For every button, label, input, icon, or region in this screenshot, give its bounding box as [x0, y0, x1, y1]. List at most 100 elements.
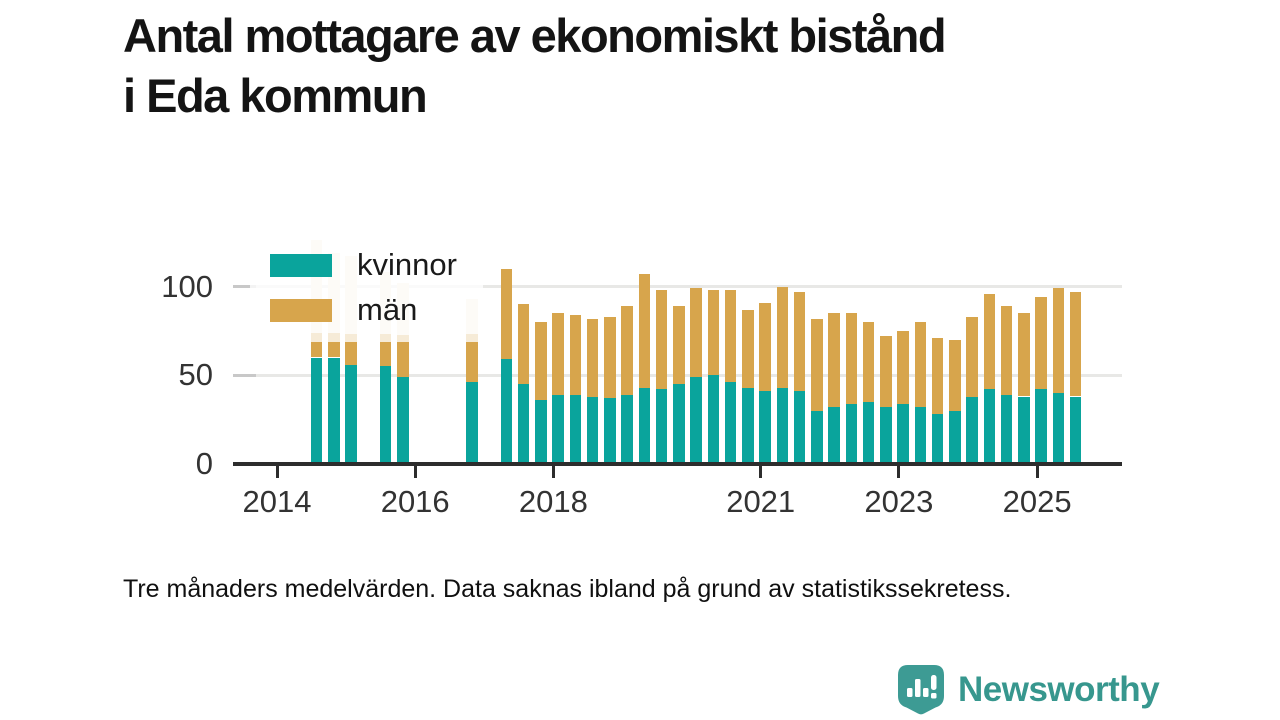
bar-segment-man — [621, 306, 633, 395]
bar-segment-kvinnor — [707, 375, 719, 465]
legend-label-man: män — [357, 292, 418, 327]
x-axis-tick — [897, 465, 901, 478]
bar-segment-kvinnor — [673, 384, 685, 464]
bar-segment-kvinnor — [931, 414, 944, 464]
bar-segment-man — [811, 318, 823, 411]
bar-segment-man — [500, 268, 512, 360]
bar-segment-kvinnor — [328, 357, 340, 464]
bar-segment-man — [1018, 313, 1030, 397]
x-axis-label: 2016 — [380, 484, 450, 519]
bar-segment-man — [673, 306, 685, 385]
bar-segment-kvinnor — [638, 387, 650, 464]
bar-segment-kvinnor — [466, 382, 478, 464]
x-axis-label: 2018 — [518, 484, 588, 519]
y-grid-tick — [233, 373, 256, 377]
bar-segment-man — [862, 322, 875, 402]
x-axis-line — [233, 461, 1122, 466]
bar-segment-kvinnor — [535, 400, 547, 464]
bar-segment-man — [724, 290, 737, 383]
bar-segment-man — [379, 334, 392, 367]
bar-segment-man — [310, 332, 323, 358]
x-axis-tick — [1035, 465, 1039, 478]
bar-segment-man — [1069, 291, 1082, 397]
bar-segment-kvinnor — [604, 398, 616, 464]
bar-segment-man — [690, 288, 702, 378]
legend-swatch-man — [270, 298, 332, 322]
legend: kvinnor män — [250, 236, 483, 342]
bar-segment-kvinnor — [569, 394, 581, 464]
bar-segment-kvinnor — [845, 403, 857, 464]
bar-segment-man — [517, 304, 530, 385]
bar-segment-man — [569, 314, 581, 395]
bar-segment-kvinnor — [1018, 396, 1030, 465]
newsworthy-wordmark: Newsworthy — [958, 670, 1160, 709]
legend-swatch-kvinnor — [270, 253, 332, 277]
bar-segment-man — [638, 274, 650, 388]
bar-segment-man — [742, 309, 754, 388]
bar-segment-man — [655, 290, 668, 390]
y-axis-label: 100 — [161, 268, 213, 304]
bar-segment-man — [552, 313, 564, 395]
bar-segment-kvinnor — [966, 396, 978, 465]
bar-segment-kvinnor — [862, 401, 875, 464]
bar-segment-man — [897, 330, 909, 404]
x-axis-label: 2023 — [864, 484, 934, 519]
newsworthy-logo: Newsworthy — [896, 664, 1160, 716]
bar-segment-kvinnor — [345, 364, 357, 464]
chart-title-line2: i Eda kommun — [123, 69, 428, 122]
bar-segment-kvinnor — [983, 389, 995, 464]
bar-segment-man — [586, 318, 599, 397]
bar-segment-kvinnor — [500, 359, 512, 464]
y-gridline — [256, 285, 1122, 288]
bar-segment-kvinnor — [1052, 393, 1064, 464]
bar-segment-man — [535, 322, 547, 401]
bar-segment-man — [914, 322, 926, 408]
bar-segment-kvinnor — [776, 387, 788, 464]
bar-segment-kvinnor — [897, 403, 909, 464]
bar-segment-kvinnor — [880, 407, 892, 464]
bar-segment-kvinnor — [690, 377, 702, 464]
bar-segment-man — [1000, 306, 1013, 395]
bar-segment-kvinnor — [914, 407, 926, 464]
bar-segment-man — [776, 286, 788, 388]
bar-segment-kvinnor — [1000, 394, 1013, 464]
legend-row-man: män — [270, 292, 457, 328]
bar-segment-man — [880, 336, 892, 408]
bar-segment-kvinnor — [828, 407, 840, 464]
bar-segment-kvinnor — [1035, 389, 1047, 464]
x-axis-label: 2014 — [242, 484, 312, 519]
legend-row-kvinnor: kvinnor — [270, 247, 457, 283]
bar-segment-man — [707, 290, 719, 376]
y-axis-label: 0 — [195, 446, 213, 481]
bar-segment-kvinnor — [949, 410, 961, 465]
y-axis-label: 50 — [178, 357, 213, 393]
bar-segment-man — [328, 332, 340, 358]
x-axis-tick — [275, 465, 279, 478]
bar-segment-man — [949, 339, 961, 411]
x-axis-tick — [759, 465, 763, 478]
bar-segment-man — [966, 316, 978, 397]
bar-segment-kvinnor — [517, 384, 530, 464]
newsworthy-badge-icon — [898, 665, 944, 715]
bar-segment-man — [397, 334, 409, 377]
footnote: Tre månaders medelvärden. Data saknas ib… — [123, 575, 1012, 603]
bar-segment-kvinnor — [742, 387, 754, 464]
bar-segment-kvinnor — [759, 391, 771, 464]
bar-segment-kvinnor — [397, 377, 409, 464]
x-axis-tick — [413, 465, 417, 478]
bar-segment-man — [828, 313, 840, 408]
bar-segment-kvinnor — [621, 394, 633, 464]
bar-segment-man — [983, 293, 995, 390]
bar-segment-man — [759, 302, 771, 392]
bar-segment-man — [466, 334, 478, 383]
bar-segment-man — [845, 313, 857, 404]
x-axis-label: 2025 — [1002, 484, 1072, 519]
bar-segment-kvinnor — [793, 391, 806, 464]
bar-segment-man — [604, 316, 616, 399]
y-gridline — [256, 373, 1122, 377]
bar-segment-kvinnor — [552, 394, 564, 464]
bar-segment-kvinnor — [811, 410, 823, 465]
bar-segment-man — [931, 338, 944, 415]
